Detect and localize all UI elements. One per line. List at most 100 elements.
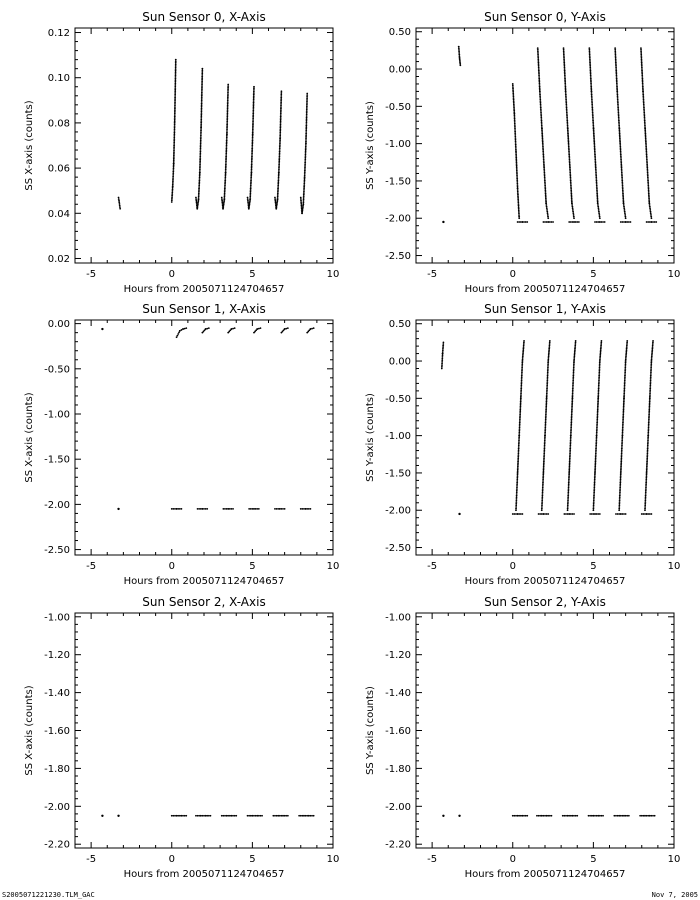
data-point bbox=[542, 483, 544, 486]
data-point bbox=[643, 106, 645, 109]
data-point bbox=[225, 134, 228, 137]
data-point bbox=[646, 174, 649, 177]
y-tick-label: -1.00 bbox=[385, 612, 411, 623]
data-point bbox=[304, 156, 307, 159]
data-point bbox=[226, 98, 229, 100]
data-point bbox=[650, 221, 653, 223]
data-point bbox=[537, 56, 540, 59]
data-point bbox=[564, 90, 567, 93]
data-point bbox=[119, 207, 122, 210]
data-point bbox=[440, 367, 443, 370]
data-point bbox=[595, 434, 598, 437]
data-point bbox=[224, 179, 227, 182]
data-point bbox=[546, 389, 548, 392]
data-point bbox=[540, 114, 543, 117]
data-point bbox=[644, 499, 647, 502]
data-point bbox=[616, 814, 619, 817]
data-point bbox=[199, 152, 202, 155]
data-point bbox=[222, 508, 225, 510]
data-point bbox=[566, 118, 569, 120]
data-point bbox=[597, 384, 600, 387]
data-point bbox=[648, 205, 651, 208]
data-point bbox=[644, 496, 647, 499]
data-point bbox=[622, 194, 624, 197]
data-point bbox=[566, 127, 569, 130]
y-tick-label: -1.00 bbox=[385, 431, 411, 442]
data-point bbox=[198, 170, 201, 172]
data-point bbox=[515, 159, 518, 162]
data-point bbox=[278, 162, 281, 164]
data-point bbox=[577, 221, 580, 223]
data-point bbox=[249, 182, 252, 185]
data-point bbox=[174, 82, 177, 85]
data-point bbox=[226, 122, 229, 124]
data-point bbox=[521, 355, 524, 358]
data-point bbox=[572, 363, 575, 366]
data-point bbox=[595, 179, 598, 182]
data-point bbox=[567, 137, 570, 140]
data-point bbox=[564, 92, 567, 94]
y-tick-label: 0.00 bbox=[48, 319, 70, 330]
data-point bbox=[541, 506, 543, 508]
data-point bbox=[278, 163, 281, 166]
data-point bbox=[526, 814, 529, 817]
data-point bbox=[441, 352, 444, 355]
data-point bbox=[226, 126, 228, 129]
data-point bbox=[225, 508, 228, 510]
data-point bbox=[197, 198, 200, 201]
data-point bbox=[621, 436, 624, 439]
data-point bbox=[640, 53, 643, 56]
data-point bbox=[220, 814, 223, 817]
data-point bbox=[285, 814, 288, 817]
data-point bbox=[621, 434, 624, 437]
data-point bbox=[172, 157, 175, 160]
data-point bbox=[597, 394, 600, 396]
data-point bbox=[615, 63, 617, 66]
data-point bbox=[250, 176, 253, 179]
data-point bbox=[647, 187, 650, 190]
data-point bbox=[518, 814, 521, 817]
data-point bbox=[562, 48, 565, 51]
data-point bbox=[590, 84, 593, 86]
data-point bbox=[301, 207, 304, 210]
data-point bbox=[570, 426, 573, 429]
data-point bbox=[201, 78, 204, 81]
data-point bbox=[598, 369, 601, 372]
data-point bbox=[566, 513, 569, 515]
data-point bbox=[623, 210, 626, 213]
data-point bbox=[278, 158, 281, 161]
data-point bbox=[548, 344, 551, 347]
data-point bbox=[648, 195, 650, 198]
data-point bbox=[302, 195, 305, 198]
data-point bbox=[278, 149, 281, 151]
data-point bbox=[538, 72, 540, 75]
data-point bbox=[513, 124, 516, 127]
data-point bbox=[520, 381, 523, 384]
data-point bbox=[201, 67, 204, 70]
data-point bbox=[618, 127, 621, 130]
data-point bbox=[648, 407, 651, 409]
data-point bbox=[593, 489, 596, 492]
data-point bbox=[305, 123, 308, 125]
data-point bbox=[564, 87, 567, 90]
data-point bbox=[274, 201, 277, 204]
data-point bbox=[620, 158, 622, 161]
data-point bbox=[222, 204, 225, 207]
data-point bbox=[200, 97, 203, 100]
data-point bbox=[655, 221, 658, 223]
data-point bbox=[519, 412, 522, 414]
data-point bbox=[571, 387, 574, 390]
data-point bbox=[571, 403, 574, 406]
data-point bbox=[515, 156, 518, 159]
data-point bbox=[225, 144, 228, 147]
data-point bbox=[569, 173, 572, 176]
data-point bbox=[616, 87, 618, 90]
data-point bbox=[536, 814, 538, 817]
data-point bbox=[223, 187, 226, 190]
data-point bbox=[622, 408, 625, 411]
data-point bbox=[619, 150, 622, 153]
data-point bbox=[620, 449, 623, 452]
data-point bbox=[619, 153, 622, 156]
data-point bbox=[173, 123, 176, 126]
data-point bbox=[568, 462, 571, 465]
